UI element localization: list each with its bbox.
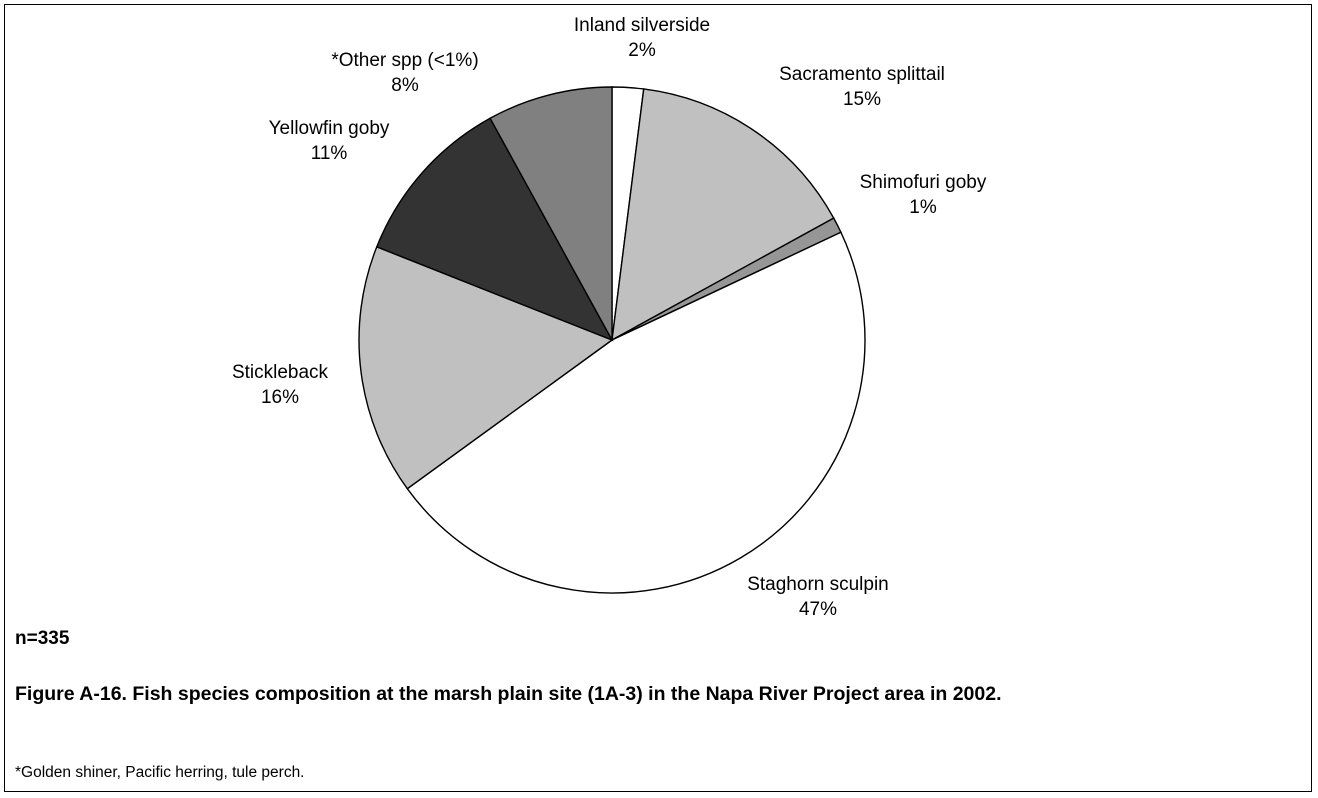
slice-label: *Other spp (<1%) — [331, 50, 478, 71]
pie-labels: Inland silverside 2% Sacramento splittail 1… — [232, 15, 987, 620]
pie-chart: Inland silverside 2% Sacramento splittail 1… — [232, 15, 987, 620]
pie-slice-stickleback — [358, 245, 614, 490]
pie-slice-sacramento-splittail — [611, 88, 835, 342]
pie-slice-yellowfin-goby — [375, 117, 614, 342]
pie-slices — [358, 86, 866, 594]
slice-percent-label: 15% — [843, 89, 881, 110]
pie-slice-other-spp-1 — [489, 86, 613, 341]
slice-percent-label: 11% — [311, 143, 348, 164]
figure-caption: Figure A-16. Fish species composition at… — [15, 683, 1002, 705]
slice-percent-label: 8% — [391, 75, 419, 96]
slice-label: Yellowfin goby — [269, 118, 390, 139]
slice-label: Stickleback — [232, 362, 329, 383]
figure-frame — [4, 4, 1312, 792]
slice-label: Shimofuri goby — [860, 172, 987, 193]
slice-label: Inland silverside — [574, 15, 710, 36]
slice-label: Sacramento splittail — [779, 64, 945, 85]
slice-percent-label: 47% — [799, 599, 837, 620]
sample-size-label: n=335 — [15, 628, 70, 649]
pie-slice-staghorn-sculpin — [406, 231, 866, 594]
slice-label: Staghorn sculpin — [747, 574, 889, 595]
slice-percent-label: 2% — [628, 40, 656, 61]
slice-percent-label: 16% — [261, 387, 299, 408]
slice-percent-label: 1% — [909, 197, 937, 218]
figure-footnote: *Golden shiner, Pacific herring, tule pe… — [15, 764, 305, 781]
